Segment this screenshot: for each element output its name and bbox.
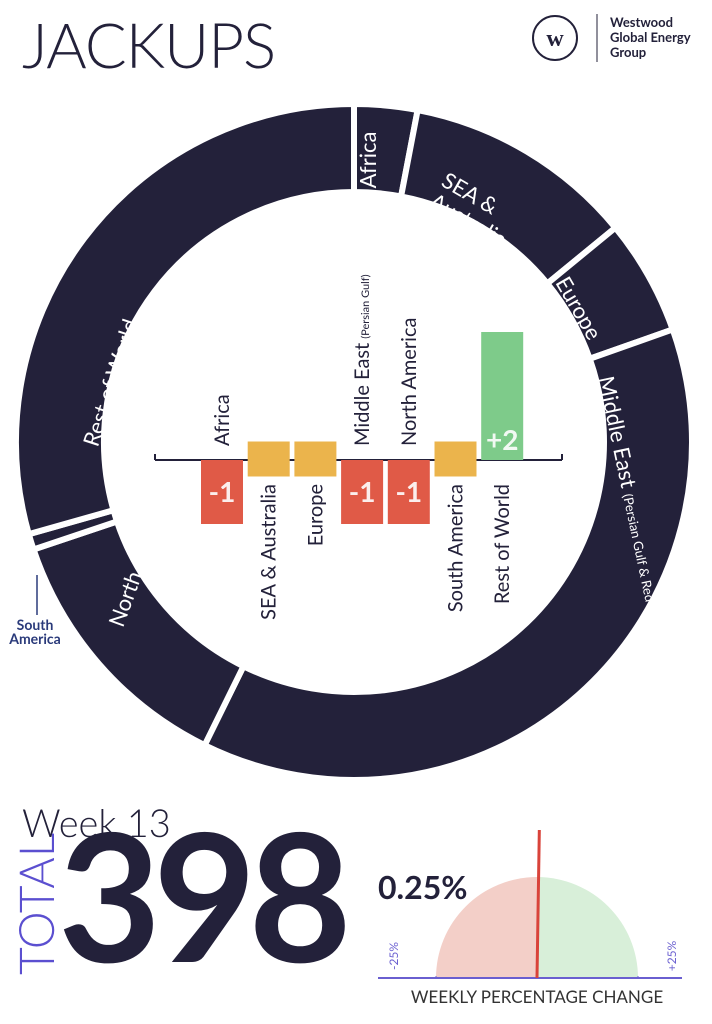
bar-category-label: Middle East (Persian Gulf): [350, 274, 374, 446]
bar-category-label: SEA & Australia: [257, 484, 281, 620]
bar-category-label: North America: [397, 318, 421, 446]
gauge-xlabel: WEEKLY PERCENTAGE CHANGE: [411, 986, 663, 1007]
bar: [341, 460, 384, 524]
bar-zero: [294, 441, 337, 477]
bar-category-text: Middle East: [350, 343, 374, 446]
title: JACKUPS: [22, 8, 275, 82]
bar-category-label: Africa: [210, 394, 234, 446]
bar-category-text: Rest of World: [490, 484, 514, 604]
segment-label-text: Africa: [354, 132, 381, 189]
logo-text: Global Energy: [610, 29, 691, 45]
logo-text: Group: [610, 44, 646, 60]
bar-category-text: South America: [444, 484, 468, 612]
week: Week 13: [22, 800, 171, 846]
bar-value-label: -1: [209, 474, 236, 508]
logo-text: Westwood: [610, 14, 673, 30]
gauge-value: 0.25%: [378, 867, 468, 906]
segment-label: South America: [8, 616, 61, 647]
bar-zero: [247, 441, 290, 477]
logo-mark: w: [546, 26, 564, 52]
bar-value-label: -1: [395, 474, 422, 508]
bar-category-text: SEA & Australia: [257, 484, 281, 620]
total-label: TOTAL: [8, 833, 65, 975]
bar-zero: [434, 441, 477, 477]
bar-value-label: +2: [486, 422, 518, 456]
bar-category-note: (Persian Gulf): [359, 274, 372, 338]
bar-category-text: Europe: [303, 484, 327, 546]
bar-category-text: Africa: [210, 394, 234, 446]
bar: [387, 460, 430, 524]
gauge-tick-label: -25%: [386, 942, 401, 970]
bar-category-label: South America: [444, 484, 468, 612]
total: 398: [58, 786, 345, 1000]
gauge-positive: [537, 877, 638, 978]
bar: [201, 460, 243, 524]
segment-label: Africa: [354, 132, 381, 189]
gauge-negative: [436, 877, 537, 978]
bar-category-label: Europe: [303, 484, 327, 546]
gauge-needle: [535, 829, 541, 979]
bar-category-label: Rest of World: [490, 484, 514, 604]
logo-ring: [532, 15, 578, 61]
donut-segment: [13, 100, 357, 538]
bar-value-label: -1: [349, 474, 376, 508]
gauge-tick-label: +25%: [664, 940, 679, 971]
bar: [481, 332, 524, 460]
bar-category-text: North America: [397, 318, 421, 446]
donut-segment: [200, 325, 695, 783]
